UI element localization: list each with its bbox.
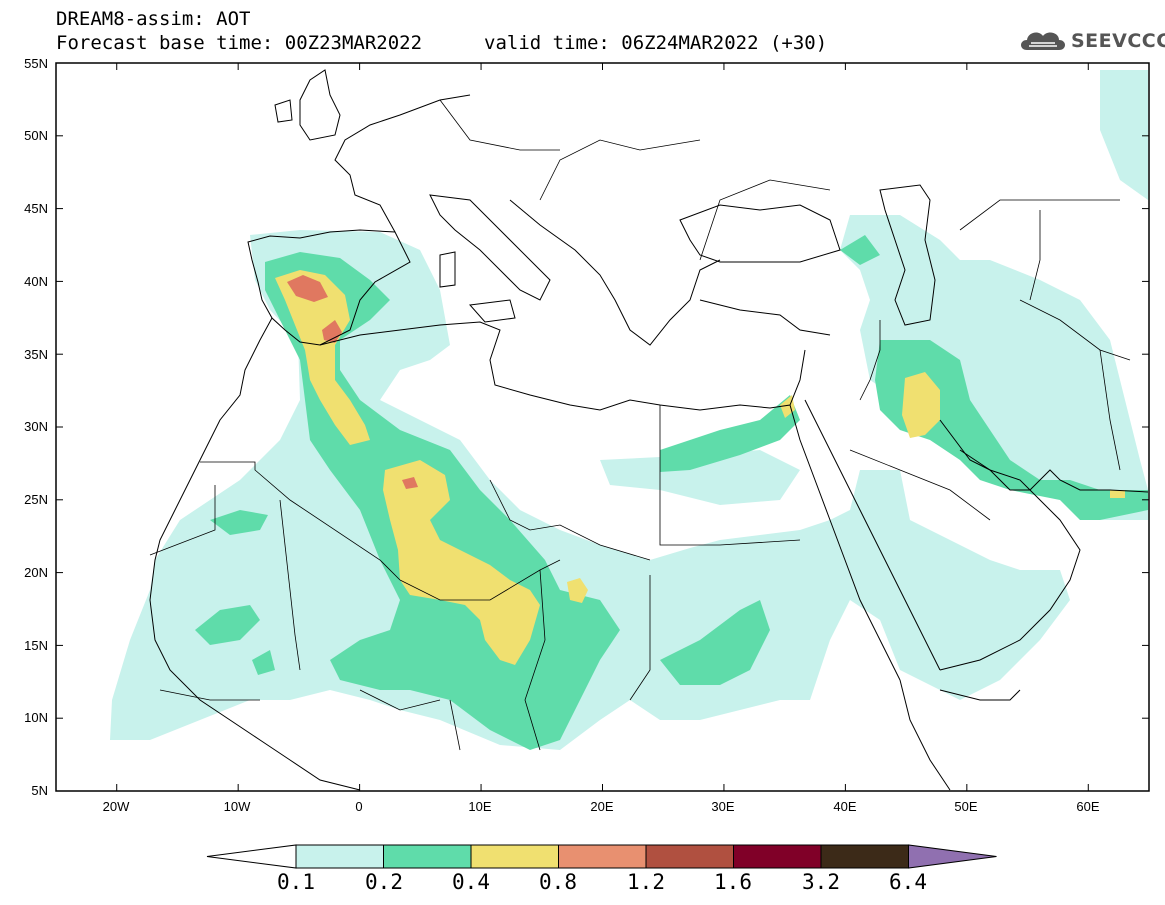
aot-level-0.8 bbox=[287, 275, 418, 489]
lat-label: 40N bbox=[24, 274, 48, 289]
seevccc-logo: SEEVCCC bbox=[1017, 26, 1165, 56]
colorbar-segment bbox=[558, 844, 647, 869]
forecast-base-time: Forecast base time: 00Z23MAR2022 bbox=[56, 32, 423, 54]
lat-label: 30N bbox=[24, 419, 48, 434]
colorbar-label: 0.2 bbox=[365, 870, 403, 894]
colorbar-segment bbox=[383, 844, 472, 869]
colorbar-segment bbox=[820, 844, 909, 869]
colorbar-label: 6.4 bbox=[889, 870, 927, 894]
cloud-icon bbox=[1021, 32, 1065, 50]
valid-time: valid time: 06Z24MAR2022 (+30) bbox=[484, 32, 828, 54]
lon-label: 10W bbox=[223, 799, 251, 814]
lat-label: 25N bbox=[24, 492, 48, 507]
colorbar-arrow-left bbox=[206, 844, 297, 869]
lat-label: 55N bbox=[24, 56, 48, 71]
lat-label: 50N bbox=[24, 128, 48, 143]
lon-label: 0 bbox=[355, 799, 363, 814]
colorbar-segment bbox=[470, 844, 559, 869]
axis-ticks bbox=[56, 62, 1149, 792]
colorbar-segment bbox=[733, 844, 822, 869]
lon-label: 30E bbox=[711, 799, 735, 814]
colorbar-segment bbox=[645, 844, 734, 869]
lon-label: 10E bbox=[468, 799, 492, 814]
colorbar-arrow-right bbox=[908, 844, 997, 869]
colorbar-label: 0.8 bbox=[539, 870, 577, 894]
lat-label: 20N bbox=[24, 565, 48, 580]
colorbar bbox=[206, 844, 997, 869]
colorbar-segment bbox=[295, 844, 384, 869]
lat-label: 15N bbox=[24, 638, 48, 653]
aot-level-0.4 bbox=[275, 270, 1125, 665]
lon-label: 20W bbox=[102, 799, 130, 814]
aot-level-0.1 bbox=[110, 70, 1148, 750]
colorbar-label: 0.4 bbox=[452, 870, 490, 894]
coastlines bbox=[149, 69, 1149, 791]
lat-label: 45N bbox=[24, 201, 48, 216]
logo-text: SEEVCCC bbox=[1071, 30, 1165, 52]
lon-label: 20E bbox=[590, 799, 614, 814]
colorbar-label: 3.2 bbox=[802, 870, 840, 894]
lat-label: 35N bbox=[24, 347, 48, 362]
lon-label: 50E bbox=[954, 799, 978, 814]
colorbar-label: 1.2 bbox=[627, 870, 665, 894]
lat-label: 5N bbox=[31, 783, 48, 798]
map-title: DREAM8-assim: AOT bbox=[56, 8, 251, 30]
lon-label: 60E bbox=[1076, 799, 1100, 814]
country-borders bbox=[149, 99, 1131, 751]
colorbar-label: 0.1 bbox=[277, 870, 315, 894]
lon-label: 40E bbox=[833, 799, 857, 814]
lat-label: 10N bbox=[24, 710, 48, 725]
colorbar-label: 1.6 bbox=[714, 870, 752, 894]
